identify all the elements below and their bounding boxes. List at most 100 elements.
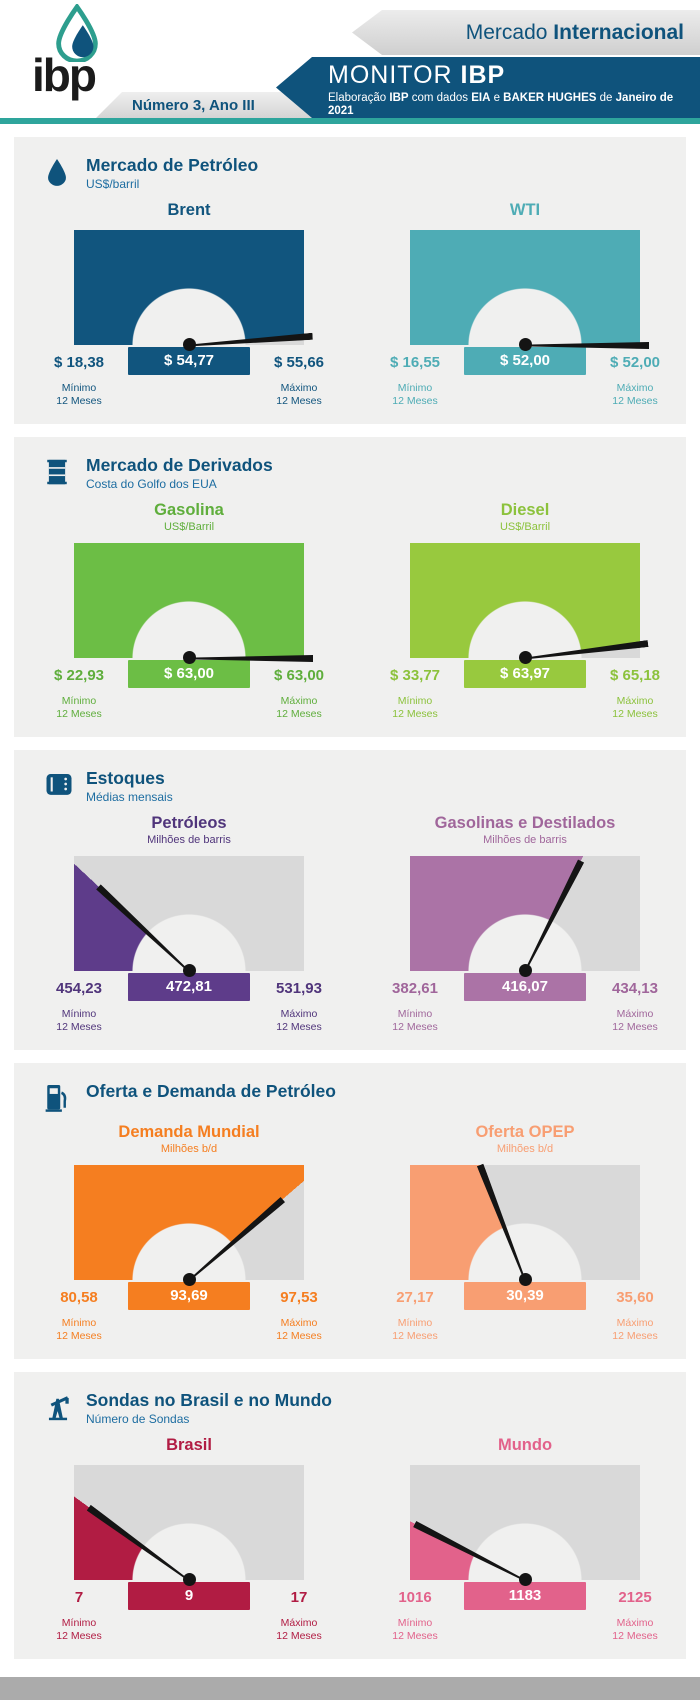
gauge-hub-icon [518,964,532,977]
gauge-max-value: 35,60 [616,1289,654,1306]
gauge-max-value: $ 52,00 [609,354,661,371]
section-title: Sondas no Brasil e no Mundo [86,1390,332,1410]
gauge-row: Gasolina US$/Barril $ 22,93 $ 63,00 $ 63… [30,501,670,721]
max-12-months-label: Máximo 12 Meses [276,695,322,720]
gauge-diesel: Diesel US$/Barril $ 33,77 $ 63,97 $ 65,1… [366,501,684,721]
min-12-months-label: Mínimo 12 Meses [56,1617,102,1642]
section-card-2: Mercado de Derivados Costa do Golfo dos … [14,437,686,737]
drop-logo-icon [56,4,98,62]
gauge-hub-icon [182,651,196,664]
gauge-current-value: 93,69 [128,1282,250,1310]
monitor-banner: MONITOR IBP Elaboração IBP com dados EIA… [276,57,700,118]
gauge-arc [74,230,304,345]
gauge-current-value: $ 52,00 [464,347,586,375]
gauge-range-labels: Mínimo 12 Meses Máximo 12 Meses [366,1317,684,1343]
gauge-gasolina: Gasolina US$/Barril $ 22,93 $ 63,00 $ 63… [30,501,348,721]
gauge-oferta-opep: Oferta OPEP Milhões b/d 27,17 30,39 35,6… [366,1123,684,1343]
gauge-values: $ 16,55 $ 52,00 $ 52,00 [366,347,684,375]
teal-divider [0,118,700,124]
barrel-icon [44,457,74,487]
gauge-chart [74,856,304,977]
gauge-current-value: 472,81 [128,973,250,1001]
gauge-unit: Milhões b/d [496,1143,554,1155]
min-12-months-label: Mínimo 12 Meses [392,695,438,720]
gauge-arc [410,1465,640,1580]
monitor-title: MONITOR IBP [328,61,506,89]
gauge-current-value: 416,07 [464,973,586,1001]
gauge-min-value: $ 18,38 [53,354,105,371]
gauge-values: 1016 1183 2125 [366,1582,684,1610]
gauge-range-labels: Mínimo 12 Meses Máximo 12 Meses [366,382,684,408]
ibp-logo: ibp [20,2,140,114]
drop-icon [44,157,74,187]
gauge-hub-icon [518,338,532,351]
section-titles: Mercado de Petróleo US$/barril [86,155,258,191]
section-title: Oferta e Demanda de Petróleo [86,1081,336,1101]
gauge-max-value: 2125 [618,1589,652,1606]
gauge-chart [74,543,313,664]
gauge-current-value: $ 63,97 [464,660,586,688]
min-12-months-label: Mínimo 12 Meses [392,382,438,407]
section-titles: Mercado de Derivados Costa do Golfo dos … [86,455,273,491]
gauge-title: WTI [509,201,541,219]
gauge-unit: US$/Barril [163,521,215,533]
gauge-range-labels: Mínimo 12 Meses Máximo 12 Meses [366,1008,684,1034]
gauge-values: 27,17 30,39 35,60 [366,1282,684,1310]
gauge-min-value: 80,58 [60,1289,98,1306]
section-subtitle: Médias mensais [86,790,173,804]
gauge-title: Gasolinas e Destilados [434,814,616,832]
max-12-months-label: Máximo 12 Meses [276,382,322,407]
min-12-months-label: Mínimo 12 Meses [392,1008,438,1033]
gauge-brasil: Brasil 7 9 17 Mínimo 12 Meses Máximo 12 Me… [30,1436,348,1643]
gauge-max-value: $ 63,00 [273,667,325,684]
section-title: Mercado de Derivados [86,455,273,475]
gauge-mundo: Mundo 1016 1183 2125 Mínimo 12 Meses Máxi… [366,1436,684,1643]
gauge-range-labels: Mínimo 12 Meses Máximo 12 Meses [30,1317,348,1343]
section-header: Sondas no Brasil e no Mundo Número de So… [44,1390,670,1426]
gauge-chart [410,856,640,977]
gauge-values: 382,61 416,07 434,13 [366,973,684,1001]
section-header: Oferta e Demanda de Petróleo [44,1081,670,1113]
max-12-months-label: Máximo 12 Meses [276,1008,322,1033]
gauge-values: 80,58 93,69 97,53 [30,1282,348,1310]
gauge-title: Demanda Mundial [118,1123,260,1141]
gauge-chart [410,230,649,351]
max-12-months-label: Máximo 12 Meses [612,1008,658,1033]
pump-icon [44,1083,74,1113]
gauge-chart [74,1165,304,1286]
gauge-gasolinas-e-destilados: Gasolinas e Destilados Milhões de barris… [366,814,684,1034]
gauge-arc [410,856,640,971]
min-12-months-label: Mínimo 12 Meses [56,382,102,407]
elaboration-note: Elaboração IBP com dados EIA e BAKER HUG… [328,92,674,117]
section-titles: Oferta e Demanda de Petróleo [86,1081,336,1102]
section-header: Mercado de Petróleo US$/barril [44,155,670,191]
gauge-current-value: 30,39 [464,1282,586,1310]
gauge-hub-icon [518,651,532,664]
max-12-months-label: Máximo 12 Meses [612,1317,658,1342]
gauge-range-labels: Mínimo 12 Meses Máximo 12 Meses [366,1617,684,1643]
market-title: Mercado Internacional [465,20,684,44]
min-12-months-label: Mínimo 12 Meses [392,1617,438,1642]
min-12-months-label: Mínimo 12 Meses [392,1317,438,1342]
gauge-row: Brasil 7 9 17 Mínimo 12 Meses Máximo 12 Me… [30,1436,670,1643]
max-12-months-label: Máximo 12 Meses [612,695,658,720]
gauge-unit: Milhões b/d [160,1143,218,1155]
section-title: Mercado de Petróleo [86,155,259,175]
gauge-title: Gasolina [154,501,224,519]
gauge-hub-icon [182,1273,196,1286]
gauge-title: Brent [167,201,211,219]
gauge-max-value: 434,13 [612,980,658,997]
gauge-range-labels: Mínimo 12 Meses Máximo 12 Meses [30,695,348,721]
gauge-unit: US$/Barril [499,521,551,533]
gauge-row: Demanda Mundial Milhões b/d 80,58 93,69 … [30,1123,670,1343]
section-subtitle: Número de Sondas [86,1412,190,1426]
max-12-months-label: Máximo 12 Meses [612,382,658,407]
gauge-values: $ 33,77 $ 63,97 $ 65,18 [366,660,684,688]
gauge-arc [74,543,304,658]
tank-icon [44,770,74,798]
gauge-min-value: 382,61 [392,980,438,997]
gauge-min-value: 27,17 [396,1289,434,1306]
section-header: Mercado de Derivados Costa do Golfo dos … [44,455,670,491]
gauge-values: 7 9 17 [30,1582,348,1610]
gauge-chart [74,230,304,351]
